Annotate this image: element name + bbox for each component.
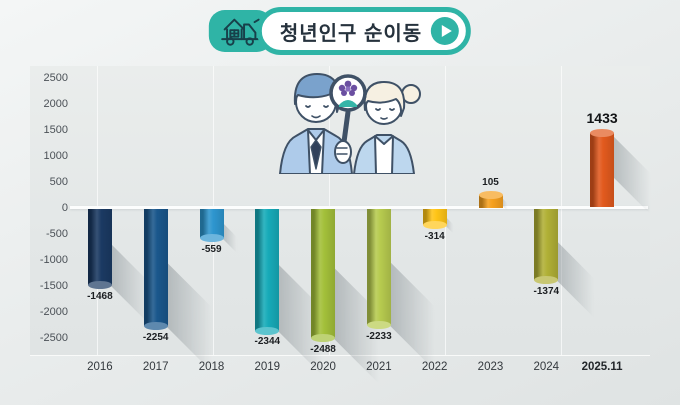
chart-plot-area: 2500 2000 1500 1000 500 0 -500 -1000 -1500 -2000 -…: [30, 66, 658, 392]
bar-value-label: -2233: [366, 330, 392, 342]
y-tick-label: 2500: [43, 71, 68, 84]
gridline: [561, 66, 562, 355]
y-tick-label: -1500: [39, 279, 68, 292]
bar-2021: [366, 209, 391, 326]
y-tick-label: -2000: [39, 305, 68, 318]
bar-2019: [255, 209, 280, 331]
bar-2022: [422, 209, 447, 226]
y-tick-label: 1500: [43, 123, 68, 136]
bar-2016: [87, 209, 112, 286]
x-tick-label: 2019: [254, 361, 281, 373]
x-tick-label: 2016: [87, 361, 113, 373]
bar-cap: [255, 326, 280, 335]
bar-value-label: 105: [482, 176, 499, 188]
x-tick-label: 2024: [533, 361, 560, 373]
y-tick-label: 0: [61, 201, 68, 214]
bar-value-label: -314: [424, 230, 445, 242]
x-tick-label: 2017: [142, 361, 169, 373]
bar-shadow: [499, 195, 508, 211]
y-tick-label: -500: [45, 227, 68, 240]
zero-axis-line: [70, 206, 648, 209]
bar-2020: [311, 209, 336, 339]
x-tick-label: 2023: [477, 361, 504, 373]
y-tick-label: -2500: [39, 331, 68, 344]
x-tick-label: 2018: [198, 361, 225, 373]
y-tick-label: 1000: [43, 149, 68, 162]
x-tick-label: 2025.11: [581, 361, 623, 373]
bar-cap: [366, 321, 391, 330]
bar-cap: [534, 276, 559, 285]
bar-value-label: -2254: [142, 331, 169, 343]
bar-cap: [87, 281, 112, 290]
bar-2025.11: [590, 132, 615, 208]
bar-cap: [143, 322, 168, 331]
x-tick-label: 2021: [366, 361, 392, 373]
bar-cap: [199, 234, 224, 243]
x-tick-label: 2022: [421, 361, 448, 373]
bar-value-label: -1468: [87, 290, 113, 302]
people-magnifier-illustration: [262, 60, 434, 179]
bar-value-label: -1374: [533, 285, 560, 297]
y-tick-label: -1000: [39, 253, 68, 266]
y-tick-label: 500: [49, 175, 68, 188]
play-icon: [431, 17, 460, 45]
bar-cap: [311, 334, 336, 343]
title-banner: 청년인구 순이동: [208, 7, 472, 55]
bar-value-label: 1433: [586, 109, 618, 126]
page-title: 청년인구 순이동: [279, 22, 423, 45]
bar-shadow: [443, 214, 454, 234]
title-pill: 청년인구 순이동: [256, 7, 472, 55]
bar-2024: [534, 209, 559, 281]
x-tick-label: 2020: [310, 361, 336, 373]
bar-cap: [590, 128, 615, 137]
bar-cap: [422, 221, 447, 230]
bar-cap: [478, 190, 503, 199]
bar-value-label: -2488: [310, 343, 336, 355]
bar-value-label: -559: [201, 243, 222, 255]
x-axis: 2016 2017 2018 2019 2020 2021 2022 2023 2024 2025…: [72, 361, 630, 373]
y-tick-label: 2000: [43, 97, 68, 110]
bar-2018: [199, 209, 224, 239]
bar-value-label: -2344: [254, 336, 281, 348]
bar-2017: [143, 209, 168, 327]
